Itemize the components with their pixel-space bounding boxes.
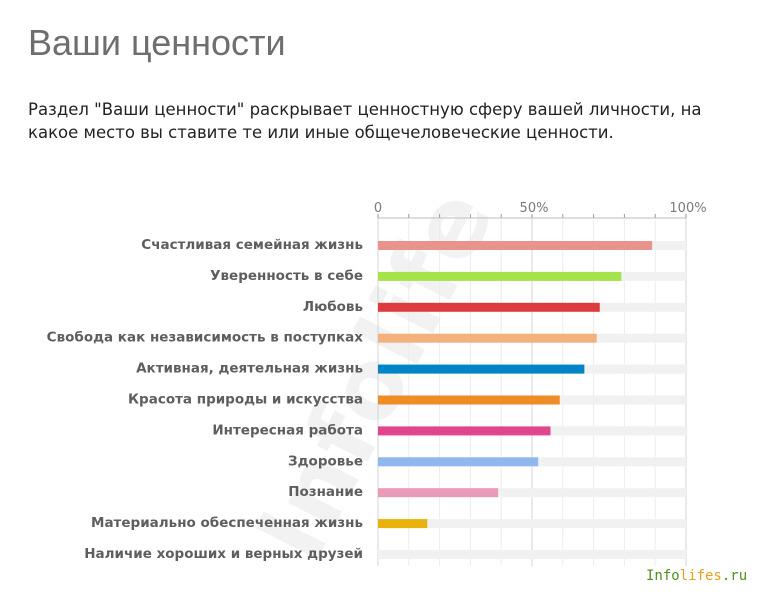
bar-track xyxy=(378,488,686,498)
chart-ticks: 0 50% 100% xyxy=(374,201,707,216)
category-label: Счастливая семейная жизнь xyxy=(141,237,363,253)
bar xyxy=(378,364,585,374)
bar xyxy=(378,271,622,281)
category-label: Здоровье xyxy=(288,453,363,469)
brand-part-1: Info xyxy=(646,568,680,584)
bar xyxy=(378,241,653,250)
page-title: Ваши ценности xyxy=(28,22,286,63)
category-label: Свобода как независимость в поступках xyxy=(47,330,364,346)
page-description: Раздел "Ваши ценности" раскрывает ценнос… xyxy=(28,100,702,142)
values-chart: Счастливая семейная жизнь Уверенность в с… xyxy=(47,201,707,566)
category-label: Красота природы и искусства xyxy=(128,392,363,408)
category-label: Активная, деятельная жизнь xyxy=(136,361,363,377)
tick-label: 50% xyxy=(520,201,549,216)
category-label: Материально обеспеченная жизнь xyxy=(91,515,363,531)
category-label: Наличие хороших и верных друзей xyxy=(84,546,363,562)
bar xyxy=(378,302,600,312)
chart-labels: Счастливая семейная жизнь Уверенность в с… xyxy=(47,237,364,562)
bar xyxy=(378,426,551,436)
bar xyxy=(378,519,428,529)
category-label: Познание xyxy=(288,484,363,500)
bar xyxy=(378,395,560,405)
chart-grid xyxy=(377,214,687,566)
brand-part-3: .ru xyxy=(721,568,748,584)
bar xyxy=(378,457,539,467)
bar xyxy=(378,488,499,498)
bar xyxy=(378,333,597,343)
bar-track xyxy=(378,519,686,529)
tick-label: 0 xyxy=(374,201,382,216)
tick-label: 100% xyxy=(669,201,706,216)
category-label: Любовь xyxy=(303,299,363,315)
brand-logo: Infolifes.ru xyxy=(646,568,747,584)
category-label: Интересная работа xyxy=(212,422,363,438)
chart-bars xyxy=(378,241,653,529)
category-label: Уверенность в себе xyxy=(210,268,363,284)
bar-track xyxy=(378,550,686,559)
brand-part-2: lifes xyxy=(679,568,722,584)
